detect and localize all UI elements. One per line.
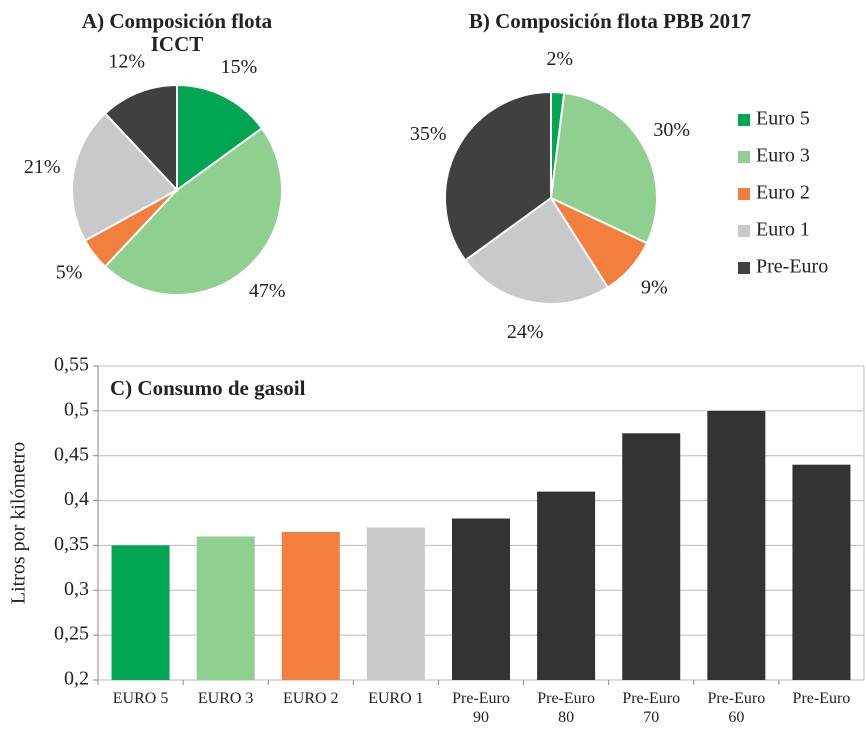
y-tick-label: 0,3 [64, 578, 89, 600]
pie-slice [176, 83, 264, 192]
legend-label: Euro 3 [756, 145, 810, 167]
x-tick-label: Pre-Euro 90 [452, 690, 510, 726]
bar [452, 518, 510, 680]
data-label: 47% [249, 280, 286, 302]
chart-title: A) Composición flota ICCT [81, 9, 273, 56]
pie-slice [444, 90, 552, 262]
y-tick-label: 0,5 [64, 398, 89, 420]
data-label: 12% [108, 51, 145, 73]
data-label: 5% [56, 261, 83, 283]
legend-swatch [738, 225, 750, 237]
x-tick-label: Pre-Euro 70 [622, 690, 681, 726]
bar [111, 545, 170, 680]
data-label: 15% [221, 56, 258, 78]
legend-swatch [738, 188, 750, 200]
pie-slice [549, 91, 658, 245]
x-tick-label: Pre-Euro 60 [707, 690, 766, 726]
pie-slice [463, 196, 610, 305]
x-tick-label: Pre-Euro [792, 690, 851, 707]
data-label: 9% [641, 277, 668, 299]
legend-swatch [738, 151, 750, 163]
legend-label: Euro 1 [756, 219, 810, 241]
bar [281, 531, 340, 680]
bar [537, 491, 596, 680]
chart-title: C) Consumo de gasoil [110, 376, 306, 400]
x-tick-label: EURO 2 [282, 690, 339, 707]
legend-swatch [738, 114, 750, 126]
y-tick-label: 0,45 [54, 443, 89, 465]
data-label: 21% [24, 156, 61, 178]
pie-slice [103, 126, 283, 296]
x-tick-label: EURO 3 [197, 690, 254, 707]
bar [366, 527, 425, 680]
y-axis-label: Litros por kilómetro [8, 442, 30, 604]
data-label: 35% [410, 123, 447, 145]
bar [707, 410, 766, 680]
chart-title: B) Composición flota PBB 2017 [468, 9, 752, 33]
data-label: 30% [653, 119, 690, 141]
x-tick-label: Pre-Euro 80 [537, 690, 595, 726]
legend-swatch [738, 262, 750, 274]
bar [196, 536, 255, 680]
data-label: 2% [546, 48, 573, 70]
x-tick-label: EURO 1 [368, 690, 424, 707]
y-tick-label: 0,55 [54, 354, 89, 376]
legend-label: Pre-Euro [756, 256, 828, 278]
data-label: 24% [507, 321, 544, 343]
y-tick-label: 0,35 [54, 533, 89, 555]
bar [792, 464, 851, 680]
pie-slice [71, 112, 179, 242]
legend-label: Euro 5 [756, 108, 810, 130]
y-tick-label: 0,2 [64, 668, 89, 690]
y-tick-label: 0,25 [54, 623, 89, 645]
x-tick-label: EURO 5 [112, 690, 169, 707]
y-tick-label: 0,4 [64, 488, 89, 510]
legend-label: Euro 2 [756, 182, 810, 204]
pie-slice [103, 83, 178, 193]
bar [622, 433, 681, 680]
